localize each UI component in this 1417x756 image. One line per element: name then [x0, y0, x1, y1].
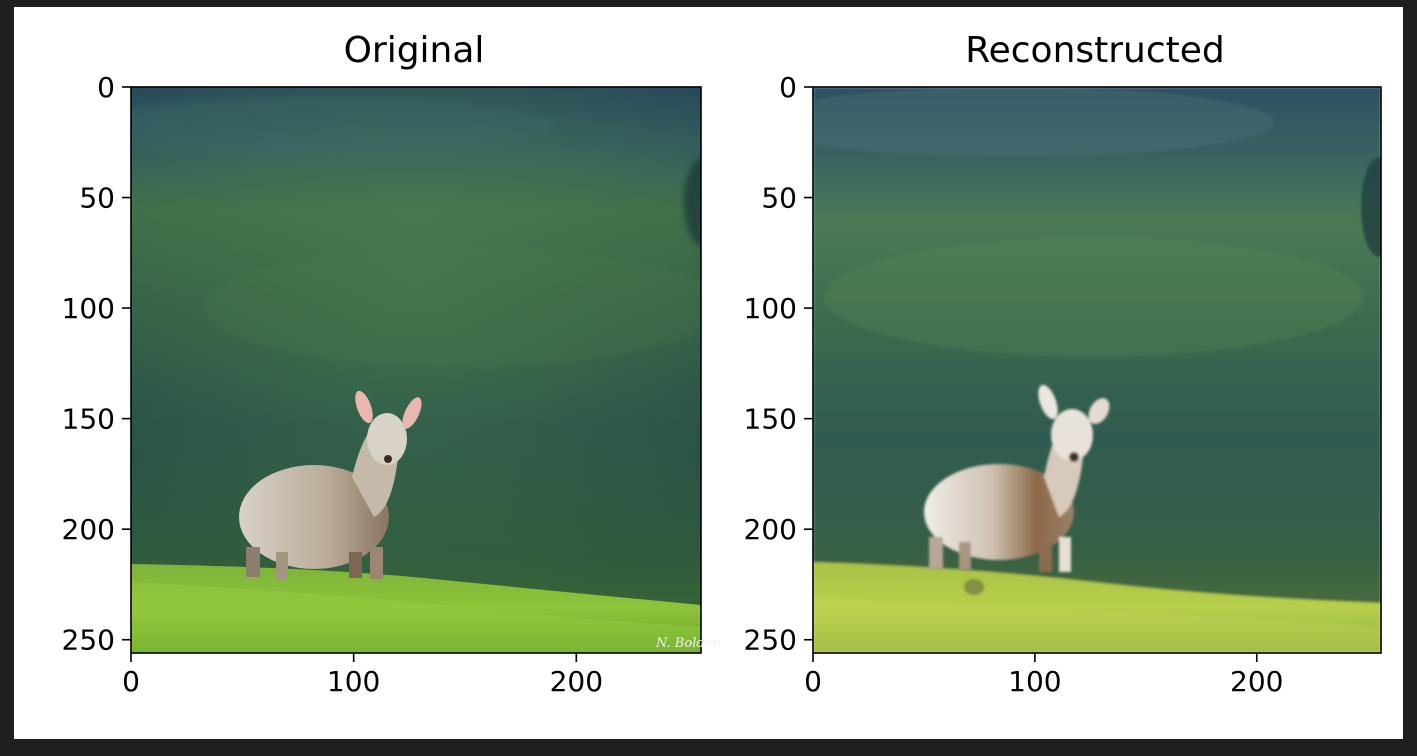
image-original — [131, 87, 701, 653]
axis-ticks-original: 0 100 200 0 50 100 150 200 250 — [62, 71, 603, 698]
y-tick-label: 250 — [744, 624, 797, 657]
y-tick-label: 250 — [62, 624, 115, 657]
x-tick-label: 0 — [122, 665, 140, 698]
panel-title-reconstructed: Reconstructed — [965, 30, 1225, 71]
y-tick-label: 50 — [761, 182, 797, 215]
lamb-reconstructed — [924, 384, 1110, 595]
y-tick-label: 0 — [97, 71, 115, 104]
axes-frame-original — [130, 86, 702, 654]
image-reconstructed — [813, 87, 1381, 653]
y-tick-label: 100 — [62, 292, 115, 325]
y-tick-label: 0 — [779, 71, 797, 104]
x-tick-label: 100 — [327, 665, 380, 698]
y-tick-label: 100 — [744, 292, 797, 325]
y-tick-label: 200 — [62, 513, 115, 546]
x-tick-label: 100 — [1008, 665, 1061, 698]
x-tick-label: 200 — [550, 665, 603, 698]
x-tick-label: 200 — [1230, 665, 1283, 698]
panel-title-original: Original — [344, 30, 485, 71]
axis-ticks-reconstructed: 0 100 200 0 50 100 150 200 250 — [744, 71, 1284, 698]
figure: Original N. B — [14, 7, 1403, 739]
y-tick-label: 200 — [744, 513, 797, 546]
y-tick-label: 150 — [62, 403, 115, 436]
lamb-original — [239, 390, 422, 579]
y-tick-label: 150 — [744, 403, 797, 436]
figure-canvas: Original N. B — [62, 30, 1382, 698]
watermark-signature: N. Bolden — [655, 636, 721, 651]
y-tick-label: 50 — [79, 182, 115, 215]
panel-reconstructed: Reconstructed — [744, 30, 1382, 698]
x-tick-label: 0 — [804, 665, 822, 698]
panel-original: Original N. B — [62, 30, 721, 698]
axes-frame-reconstructed — [812, 86, 1382, 654]
